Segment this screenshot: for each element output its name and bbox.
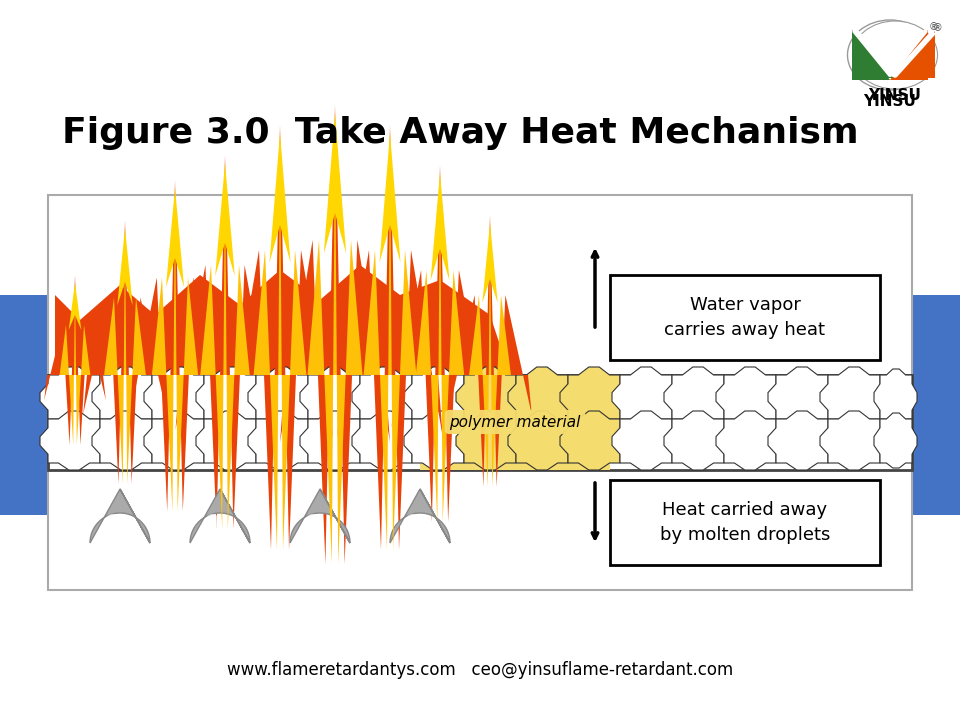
Polygon shape	[69, 283, 82, 330]
Polygon shape	[768, 367, 835, 426]
Polygon shape	[290, 489, 350, 543]
Text: Figure 3.0  Take Away Heat Mechanism: Figure 3.0 Take Away Heat Mechanism	[61, 116, 858, 150]
Polygon shape	[448, 215, 532, 487]
Ellipse shape	[852, 21, 938, 89]
Circle shape	[306, 514, 319, 527]
Polygon shape	[129, 180, 221, 511]
Polygon shape	[716, 411, 783, 470]
Polygon shape	[307, 127, 363, 564]
Circle shape	[205, 514, 219, 527]
FancyBboxPatch shape	[48, 195, 912, 590]
Polygon shape	[352, 411, 419, 470]
Polygon shape	[253, 145, 306, 550]
Polygon shape	[280, 105, 390, 564]
Polygon shape	[152, 196, 198, 511]
Polygon shape	[337, 125, 443, 550]
FancyBboxPatch shape	[610, 480, 880, 565]
Polygon shape	[890, 30, 928, 80]
Polygon shape	[404, 411, 471, 470]
Polygon shape	[852, 30, 890, 80]
Polygon shape	[855, 31, 893, 78]
FancyBboxPatch shape	[0, 295, 960, 515]
Polygon shape	[166, 188, 184, 287]
Text: ®: ®	[932, 23, 942, 33]
Polygon shape	[352, 367, 419, 426]
Polygon shape	[190, 489, 250, 543]
Polygon shape	[482, 223, 497, 303]
Text: YINSU: YINSU	[869, 89, 922, 104]
Polygon shape	[92, 367, 159, 426]
Polygon shape	[144, 411, 211, 470]
Text: www.flameretardantys.com   ceo@yinsuflame-retardant.com: www.flameretardantys.com ceo@yinsuflame-…	[227, 661, 733, 679]
Polygon shape	[196, 411, 263, 470]
Polygon shape	[60, 283, 90, 445]
Polygon shape	[201, 173, 250, 529]
Polygon shape	[215, 163, 235, 276]
Polygon shape	[768, 411, 835, 470]
Polygon shape	[196, 367, 263, 426]
Polygon shape	[92, 411, 159, 470]
Text: ®: ®	[928, 22, 938, 32]
Polygon shape	[84, 220, 167, 484]
Polygon shape	[248, 367, 315, 426]
Text: polymer material: polymer material	[449, 415, 581, 430]
Polygon shape	[874, 413, 917, 468]
Polygon shape	[430, 173, 449, 281]
Polygon shape	[456, 411, 523, 470]
Text: Heat carried away
by molten droplets: Heat carried away by molten droplets	[660, 501, 830, 544]
Polygon shape	[560, 367, 627, 426]
Polygon shape	[144, 367, 211, 426]
Polygon shape	[270, 133, 291, 263]
Polygon shape	[820, 367, 887, 426]
Polygon shape	[508, 411, 575, 470]
Polygon shape	[176, 155, 275, 529]
Polygon shape	[324, 113, 347, 253]
Polygon shape	[664, 411, 731, 470]
Polygon shape	[897, 31, 935, 78]
Text: Water vapor
carries away heat: Water vapor carries away heat	[664, 296, 826, 339]
Polygon shape	[820, 411, 887, 470]
Polygon shape	[560, 411, 627, 470]
Polygon shape	[40, 411, 107, 470]
FancyBboxPatch shape	[48, 375, 912, 470]
Polygon shape	[404, 367, 471, 426]
FancyBboxPatch shape	[420, 375, 610, 470]
Polygon shape	[508, 367, 575, 426]
Polygon shape	[364, 145, 417, 550]
Polygon shape	[300, 411, 367, 470]
Polygon shape	[40, 367, 107, 426]
Polygon shape	[104, 233, 146, 484]
Polygon shape	[612, 411, 679, 470]
Polygon shape	[416, 181, 465, 522]
FancyBboxPatch shape	[610, 275, 880, 360]
Polygon shape	[469, 228, 511, 487]
Polygon shape	[55, 265, 510, 375]
Text: YINSU: YINSU	[864, 94, 917, 109]
Polygon shape	[379, 133, 400, 263]
Polygon shape	[456, 367, 523, 426]
Polygon shape	[90, 489, 150, 543]
Polygon shape	[716, 367, 783, 426]
Polygon shape	[612, 367, 679, 426]
Polygon shape	[664, 367, 731, 426]
Circle shape	[106, 514, 119, 527]
Polygon shape	[117, 228, 132, 305]
Polygon shape	[392, 165, 489, 522]
Polygon shape	[248, 411, 315, 470]
Polygon shape	[44, 275, 106, 445]
Polygon shape	[874, 369, 917, 424]
Polygon shape	[390, 489, 450, 543]
Polygon shape	[228, 125, 333, 550]
Polygon shape	[300, 367, 367, 426]
Circle shape	[406, 514, 420, 527]
